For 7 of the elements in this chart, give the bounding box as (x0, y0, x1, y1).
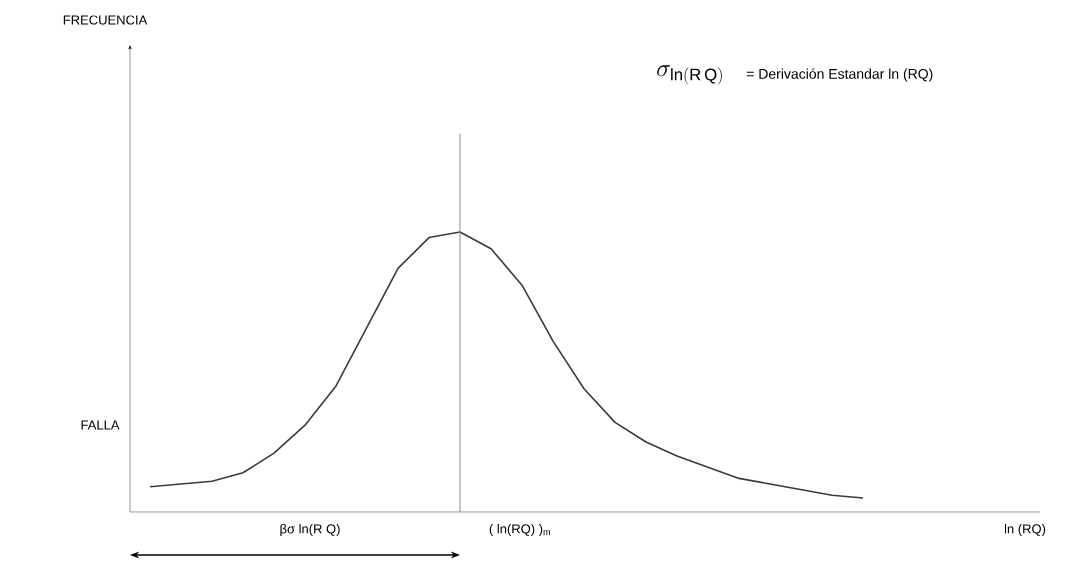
text: FALLA (81, 420, 120, 430)
text: βσ ln(R Q) (280, 523, 340, 537)
text: ln (RQ) (1004, 523, 1046, 537)
text: = Derivación Estandar ln (RQ) (746, 68, 933, 82)
text: $\sigma_{\mathrm{ln(R\,Q)}}$ (657, 65, 722, 85)
text: FRECUENCIA (63, 15, 148, 25)
text: ( ln(RQ) )$_{m}$ (489, 523, 551, 537)
